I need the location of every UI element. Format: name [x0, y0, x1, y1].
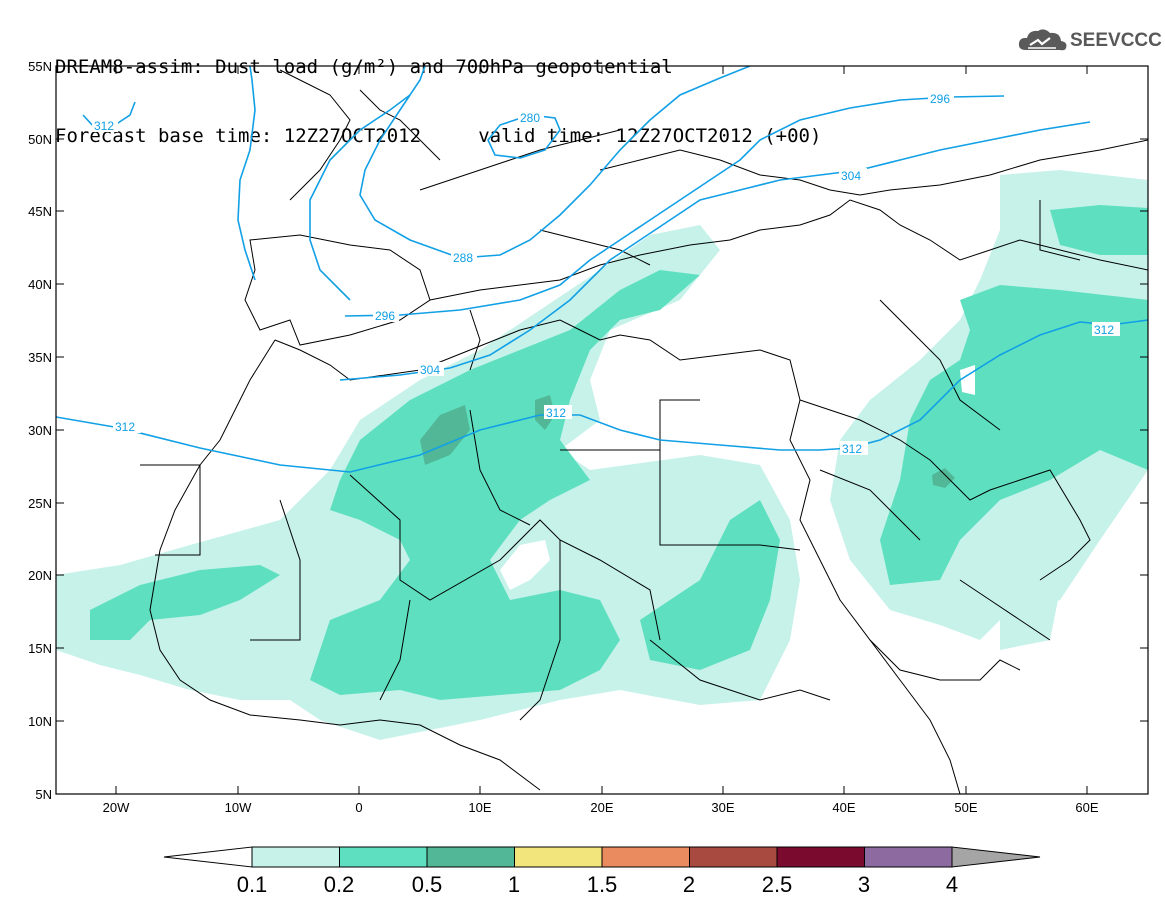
colorbar-swatch [339, 846, 428, 868]
colorbar-label: 2.5 [762, 872, 793, 897]
lon-label: 10W [225, 800, 252, 815]
lon-label: 40E [832, 800, 855, 815]
colorbar-label: 2 [683, 872, 695, 897]
lat-label: 35N [28, 350, 52, 365]
lon-label: 0 [355, 800, 362, 815]
lat-label: 55N [28, 59, 52, 74]
lat-label: 45N [28, 204, 52, 219]
contour-label: 304 [418, 362, 444, 377]
lon-label: 60E [1075, 800, 1098, 815]
lon-label: 30E [711, 800, 734, 815]
colorbar-under-arrow [163, 846, 253, 868]
svg-text:312: 312 [115, 420, 135, 434]
lat-label: 50N [28, 132, 52, 147]
svg-text:312: 312 [842, 442, 862, 456]
colorbar-label: 1 [508, 872, 520, 897]
lon-label: 50E [954, 800, 977, 815]
colorbar-swatch [776, 846, 865, 868]
latitude-axis: 55N 50N 45N 40N 35N 30N 25N 20N 15N 10N … [28, 59, 1148, 802]
dust-gaps [500, 355, 975, 590]
dust-field [56, 170, 1148, 740]
colorbar-over-arrow [951, 846, 1041, 868]
contour-label: 280 [518, 110, 544, 125]
contour-label: 312 [840, 441, 868, 456]
colorbar-swatch [864, 846, 953, 868]
geopotential-contours [56, 66, 1148, 473]
contour-label: 312 [92, 118, 118, 133]
colorbar: 0.1 0.2 0.5 1 1.5 2 2.5 3 4 [163, 846, 1041, 897]
svg-text:304: 304 [420, 363, 440, 377]
svg-text:296: 296 [930, 92, 950, 106]
colorbar-label: 0.2 [324, 872, 355, 897]
colorbar-swatch [514, 846, 603, 868]
contour-label: 312 [113, 419, 141, 434]
lon-label: 10E [468, 800, 491, 815]
colorbar-swatch [689, 846, 778, 868]
contour-label: 296 [0, 0, 20, 3]
lat-label: 20N [28, 568, 52, 583]
lat-label: 15N [28, 641, 52, 656]
svg-text:312: 312 [546, 406, 566, 420]
title-line-1: DREAM8-assim: Dust load (g/m²) and 700hP… [55, 56, 673, 78]
colorbar-label: 0.5 [412, 872, 443, 897]
lat-label: 25N [28, 496, 52, 511]
colorbar-label: 4 [946, 872, 958, 897]
cloud-icon [1018, 29, 1067, 51]
contour-label: 304 [839, 168, 867, 183]
contour-label: 288 [451, 250, 477, 265]
colorbar-swatch [426, 846, 515, 868]
svg-text:304: 304 [841, 169, 861, 183]
seevccc-logo: SEEVCCC [1016, 24, 1162, 58]
colorbar-label: 1.5 [587, 872, 618, 897]
coastlines [140, 69, 1148, 794]
contour-labels: 312 296 280 288 296 304 312 304 296 312 … [0, 0, 1120, 456]
svg-text:288: 288 [453, 251, 473, 265]
colorbar-swatch [601, 846, 690, 868]
colorbar-swatch [251, 846, 340, 868]
longitude-axis: 20W 10W 0 10E 20E 30E 40E 50E 60E [103, 66, 1099, 815]
lat-label: 5N [35, 787, 52, 802]
svg-text:312: 312 [1094, 323, 1114, 337]
contour-label: 312 [1092, 322, 1120, 337]
dust-layer-mid [90, 205, 1148, 700]
contour-label: 296 [928, 91, 954, 106]
lat-label: 10N [28, 714, 52, 729]
svg-text:312: 312 [94, 119, 114, 133]
lat-label: 40N [28, 277, 52, 292]
contour-label: 312 [544, 405, 572, 420]
svg-text:296: 296 [375, 309, 395, 323]
logo-text: SEEVCCC [1070, 30, 1162, 51]
contour-label: 296 [373, 308, 399, 323]
lon-label: 20W [103, 800, 130, 815]
lat-label: 30N [28, 423, 52, 438]
colorbar-label: 0.1 [237, 872, 268, 897]
svg-text:280: 280 [520, 111, 540, 125]
lon-label: 20E [590, 800, 613, 815]
colorbar-label: 3 [858, 872, 870, 897]
